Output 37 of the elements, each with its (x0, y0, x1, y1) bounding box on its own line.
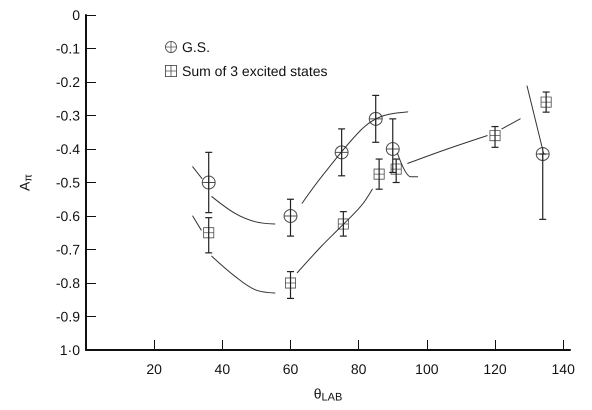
point (338, 218, 349, 230)
point (368, 112, 383, 126)
point (202, 176, 216, 190)
point (285, 278, 296, 288)
y-tick-label: 0 (72, 7, 80, 23)
point (390, 164, 402, 175)
x-tick-label: 60 (282, 361, 299, 377)
y-tick-label: -0.3 (56, 108, 80, 124)
y-tick-label: 1·0 (60, 342, 80, 358)
y-tick-label: -0.6 (56, 208, 80, 224)
legend-label: G.S. (182, 39, 210, 55)
y-tick-label: -0.2 (56, 74, 80, 90)
y-axis-title: Aπ (16, 174, 34, 191)
y-tick-label: -0.4 (56, 141, 80, 157)
point (490, 130, 501, 142)
line-series (211, 196, 276, 225)
point (284, 209, 298, 223)
x-tick-label: 20 (146, 361, 162, 377)
y-tick-label: -0.8 (56, 275, 80, 291)
point (536, 147, 550, 162)
x-tick-label: 40 (214, 361, 230, 377)
line-series (302, 111, 408, 204)
point (334, 145, 349, 160)
point (540, 96, 552, 108)
y-tick-label: -0.7 (56, 242, 80, 258)
point (374, 168, 385, 180)
y-tick-label: -0.9 (56, 308, 80, 324)
line-series (211, 256, 276, 294)
x-tick-label: 120 (483, 361, 507, 377)
x-tick-label: 80 (350, 361, 367, 377)
line-series (296, 188, 373, 274)
y-tick-label: -0.5 (56, 174, 80, 190)
x-tick-label: 140 (552, 361, 576, 377)
legend-label: Sum of 3 excited states (182, 63, 328, 79)
y-tick-label: -0.1 (56, 40, 80, 56)
point (386, 142, 400, 156)
x-tick-label: 100 (415, 361, 439, 377)
